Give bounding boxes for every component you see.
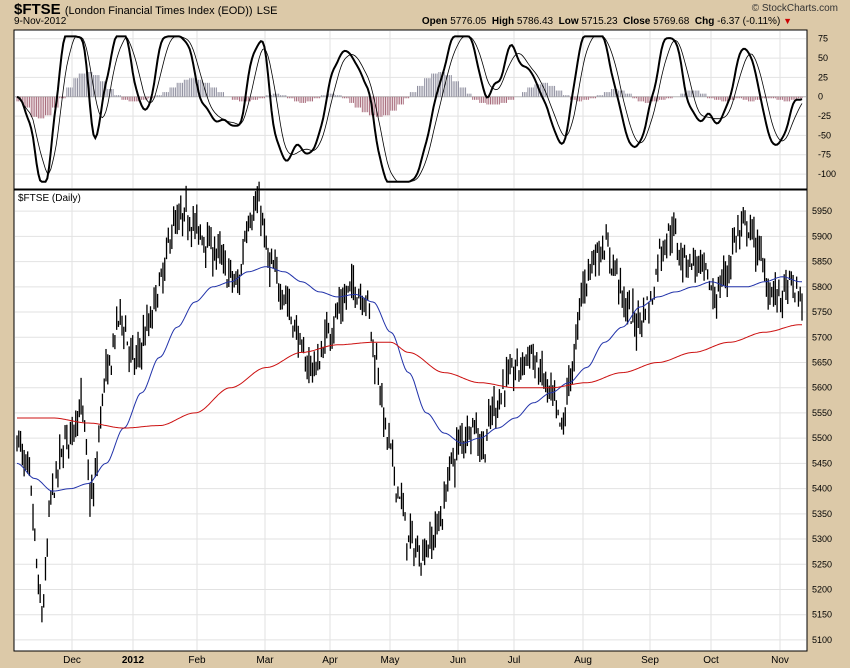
price-tick-label: 5300 bbox=[812, 534, 832, 544]
price-tick-label: 5250 bbox=[812, 559, 832, 569]
price-tick-label: 5400 bbox=[812, 484, 832, 494]
index-name: (London Financial Times Index (EOD)) bbox=[64, 5, 253, 17]
price-tick-label: 5350 bbox=[812, 509, 832, 519]
price-panel bbox=[13, 189, 808, 652]
ind-tick-label: -100 bbox=[818, 169, 836, 179]
symbol: $FTSE bbox=[14, 1, 61, 18]
price-tick-label: 5850 bbox=[812, 257, 832, 267]
x-tick-label: Feb bbox=[188, 655, 206, 666]
ma50-line bbox=[16, 266, 802, 492]
price-tick-label: 5450 bbox=[812, 458, 832, 468]
chg-label: Chg bbox=[694, 16, 715, 27]
x-tick-label: May bbox=[381, 655, 400, 666]
low-value: 5715.23 bbox=[581, 16, 618, 27]
close-value: 5769.68 bbox=[653, 16, 690, 27]
ma200-line bbox=[17, 324, 802, 429]
high-value: 5786.43 bbox=[516, 16, 554, 27]
price-tick-label: 5800 bbox=[812, 282, 832, 292]
ind-tick-label: -25 bbox=[818, 111, 831, 121]
indicator-main-line bbox=[16, 35, 803, 183]
ind-tick-label: -75 bbox=[818, 150, 831, 160]
x-tick-label: Jun bbox=[450, 655, 466, 666]
high-label: High bbox=[491, 16, 515, 27]
exchange: LSE bbox=[256, 5, 278, 17]
price-tick-label: 5150 bbox=[812, 610, 832, 620]
ind-tick-label: 25 bbox=[818, 72, 828, 82]
x-tick-label: Jul bbox=[508, 655, 521, 666]
open-value: 5776.05 bbox=[450, 16, 487, 27]
chart-header: $FTSE (London Financial Times Index (EOD… bbox=[0, 0, 850, 30]
open-label: Open bbox=[421, 16, 448, 27]
price-tick-label: 5950 bbox=[812, 206, 832, 216]
x-tick-label: 2012 bbox=[122, 655, 145, 666]
price-tick-label: 5700 bbox=[812, 332, 832, 342]
price-tick-label: 5650 bbox=[812, 357, 832, 367]
chart-date: 9-Nov-2012 bbox=[14, 16, 67, 27]
price-tick-label: 5900 bbox=[812, 231, 832, 241]
price-tick-label: 5100 bbox=[812, 635, 832, 645]
price-tick-label: 5550 bbox=[812, 408, 832, 418]
ind-tick-label: -50 bbox=[818, 130, 831, 140]
chart-title: $FTSE (London Financial Times Index (EOD… bbox=[14, 1, 278, 18]
x-tick-label: Aug bbox=[574, 655, 592, 666]
x-tick-label: Apr bbox=[322, 655, 338, 666]
quote-line: Open 5776.05 High 5786.43 Low 5715.23 Cl… bbox=[422, 16, 792, 27]
ind-tick-label: 75 bbox=[818, 34, 828, 44]
x-tick-label: Dec bbox=[63, 655, 81, 666]
price-panel-title: $FTSE (Daily) bbox=[18, 193, 81, 204]
price-tick-label: 5750 bbox=[812, 307, 832, 317]
ind-tick-label: 50 bbox=[818, 53, 828, 63]
price-tick-label: 5200 bbox=[812, 584, 832, 594]
ind-tick-label: 0 bbox=[818, 92, 823, 102]
close-label: Close bbox=[623, 16, 651, 27]
price-tick-label: 5500 bbox=[812, 433, 832, 443]
chg-value: -6.37 (-0.11%) bbox=[717, 16, 781, 27]
down-arrow-icon: ▼ bbox=[783, 16, 792, 26]
low-label: Low bbox=[558, 16, 579, 27]
x-tick-label: Oct bbox=[703, 655, 719, 666]
x-tick-label: Mar bbox=[256, 655, 274, 666]
brand-label: © StockCharts.com bbox=[751, 3, 838, 14]
price-tick-label: 5600 bbox=[812, 383, 832, 393]
x-tick-label: Sep bbox=[641, 655, 659, 666]
x-tick-label: Nov bbox=[771, 655, 789, 666]
